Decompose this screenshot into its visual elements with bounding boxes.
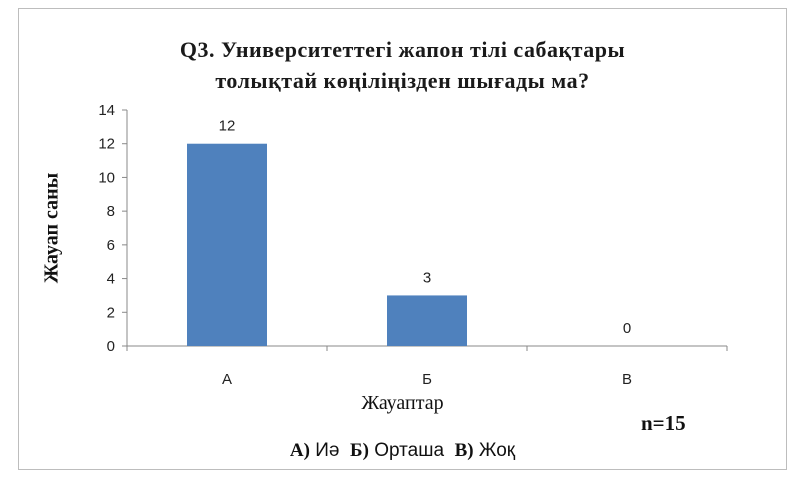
legend-text-c: Жоқ — [478, 440, 516, 461]
sample-size-note: n=15 — [641, 411, 686, 435]
chart-frame — [18, 8, 787, 470]
y-tick-label: 6 — [107, 237, 115, 254]
y-tick-label: 0 — [107, 338, 115, 355]
legend-key-a: А) — [289, 440, 310, 461]
y-tick-label: 8 — [107, 203, 115, 220]
bar — [187, 143, 267, 346]
chart-title-line-2: толықтай көңіліңізден шығады ма? — [215, 68, 590, 93]
legend-key-c: В) — [454, 440, 474, 461]
data-label: 12 — [219, 118, 236, 135]
y-tick-label: 14 — [98, 102, 115, 119]
data-label: 3 — [423, 269, 431, 286]
legend-text-b: Орташа — [374, 440, 445, 461]
y-tick-label: 4 — [107, 271, 115, 288]
y-tick-label: 10 — [98, 169, 115, 186]
y-tick-label: 12 — [98, 136, 115, 153]
legend-key-b: Б) — [350, 440, 369, 461]
answer-legend: А) Иә Б) Орташа В) Жоқ — [0, 440, 805, 462]
chart-title-line-1: Q3. Университеттегі жапон тілі сабақтары — [179, 37, 626, 62]
x-tick-label: Б — [422, 371, 432, 388]
y-axis-label: Жауап саны — [40, 172, 63, 284]
x-tick-label: В — [622, 371, 632, 388]
chart-title: Q3. Университеттегі жапон тілі сабақтары… — [0, 34, 805, 96]
x-axis-label: Жауаптар — [361, 392, 444, 414]
x-tick-label: А — [222, 371, 232, 388]
y-tick-label: 2 — [107, 304, 115, 321]
bar — [387, 295, 467, 346]
legend-text-a: Иә — [315, 440, 340, 461]
data-label: 0 — [623, 320, 631, 337]
